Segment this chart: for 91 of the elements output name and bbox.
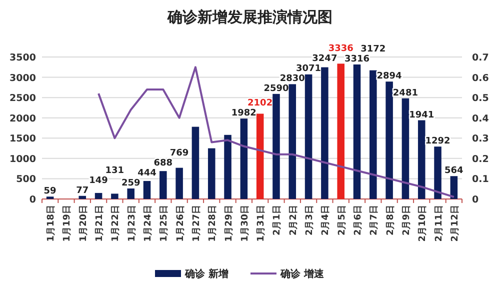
data-label: 1941 <box>409 110 434 120</box>
x-tick-label: 1月22日 <box>110 205 122 242</box>
x-tick-label: 2月5日 <box>336 205 348 236</box>
legend-label: 确诊 增速 <box>279 268 325 280</box>
x-tick-label: 2月1日 <box>272 205 283 236</box>
title: 确诊新增发展推演情况图 <box>168 8 332 26</box>
bar <box>386 82 393 199</box>
data-label: 259 <box>121 178 140 188</box>
bar <box>78 196 86 199</box>
data-label: 2481 <box>392 88 418 98</box>
x-tick-label: 2月3日 <box>304 205 316 236</box>
y-tick-label: 1500 <box>10 134 36 145</box>
y-tick-label: 500 <box>16 174 36 186</box>
x-tick-label: 2月10日 <box>417 205 428 242</box>
x-tick-label: 1月25日 <box>158 205 170 242</box>
x-tick-label: 1月29日 <box>223 205 234 242</box>
bar <box>94 192 102 199</box>
x-tick-label: 1月21日 <box>94 205 106 242</box>
data-label: 131 <box>105 166 124 176</box>
bar <box>288 84 296 199</box>
bar <box>143 180 151 199</box>
bar <box>353 64 361 199</box>
data-label: 2590 <box>264 84 289 94</box>
data-label: 77 <box>76 186 89 196</box>
data-label: 688 <box>154 158 173 168</box>
x-tick-label: 1月28日 <box>207 205 218 242</box>
data-label: 3071 <box>296 64 322 74</box>
x-tick-label: 1月27日 <box>190 205 202 242</box>
y-tick-label: 1000 <box>10 154 36 165</box>
bar <box>337 64 344 199</box>
bar <box>304 74 312 199</box>
data-label: 59 <box>44 186 56 197</box>
x-tick-label: 2月9日 <box>400 205 412 236</box>
x-tick-label: 1月23日 <box>126 205 138 242</box>
x-tick-label: 2月8日 <box>384 205 396 236</box>
bar <box>111 194 118 199</box>
data-label: 769 <box>170 148 189 158</box>
data-label: 1292 <box>425 136 450 147</box>
y2-tick-label: 0.2 <box>472 154 489 165</box>
x-tick-label: 2月4日 <box>320 205 332 236</box>
y2-tick-label: 0.6 <box>472 72 490 84</box>
bar <box>127 188 134 199</box>
y2-tick-label: 0.7 <box>472 52 489 64</box>
bar <box>370 70 377 199</box>
data-label: 2830 <box>280 74 305 84</box>
x-tick-label: 1月30日 <box>239 205 250 242</box>
y2-tick-label: 0.1 <box>472 174 489 186</box>
x-tick-label: 1月31日 <box>256 205 267 242</box>
data-label: 564 <box>444 166 464 176</box>
y-tick-label: 0 <box>29 194 36 206</box>
y-tick-label: 3500 <box>10 52 36 64</box>
x-tick-label: 2月7日 <box>368 205 380 236</box>
bar <box>256 114 264 199</box>
y2-tick-label: 0.5 <box>472 93 489 104</box>
y2-tick-label: 0 <box>472 194 479 206</box>
legend-label: 确诊 新增 <box>184 268 228 280</box>
bar <box>418 120 426 199</box>
y2-tick-label: 0.4 <box>472 113 490 124</box>
data-label: 149 <box>89 176 108 186</box>
data-label: 2894 <box>376 72 402 82</box>
bar <box>450 176 458 199</box>
x-tick-label: 2月6日 <box>352 205 364 236</box>
bar <box>434 146 442 199</box>
data-label: 1982 <box>231 108 256 119</box>
x-tick-label: 1月24日 <box>142 205 154 242</box>
x-tick-label: 2月11日 <box>433 205 444 242</box>
bar <box>224 134 232 199</box>
data-label: 444 <box>138 168 156 178</box>
bar <box>402 98 410 199</box>
x-tick-label: 2月12日 <box>449 205 460 242</box>
y-tick-label: 3000 <box>10 72 36 84</box>
y2-tick-label: 0.3 <box>472 134 489 145</box>
bar <box>176 168 183 199</box>
x-tick-label: 1月26日 <box>174 205 186 242</box>
y-tick-label: 2500 <box>10 93 36 104</box>
bar <box>160 171 167 199</box>
bar <box>272 94 280 199</box>
data-label: 2102 <box>248 98 273 109</box>
y-tick-label: 2000 <box>10 113 36 124</box>
x-tick-label: 1月20日 <box>78 205 89 242</box>
bar <box>192 126 200 199</box>
data-label: 3336 <box>328 44 354 54</box>
bar <box>208 148 216 199</box>
data-label: 3172 <box>360 44 386 54</box>
x-tick-label: 2月2日 <box>288 205 299 236</box>
bar <box>321 67 328 199</box>
x-tick-label: 1月18日 <box>46 205 57 242</box>
data-label: 3247 <box>312 54 338 64</box>
bar <box>240 118 248 199</box>
data-label: 3316 <box>344 54 370 64</box>
x-tick-label: 1月19日 <box>62 205 73 242</box>
